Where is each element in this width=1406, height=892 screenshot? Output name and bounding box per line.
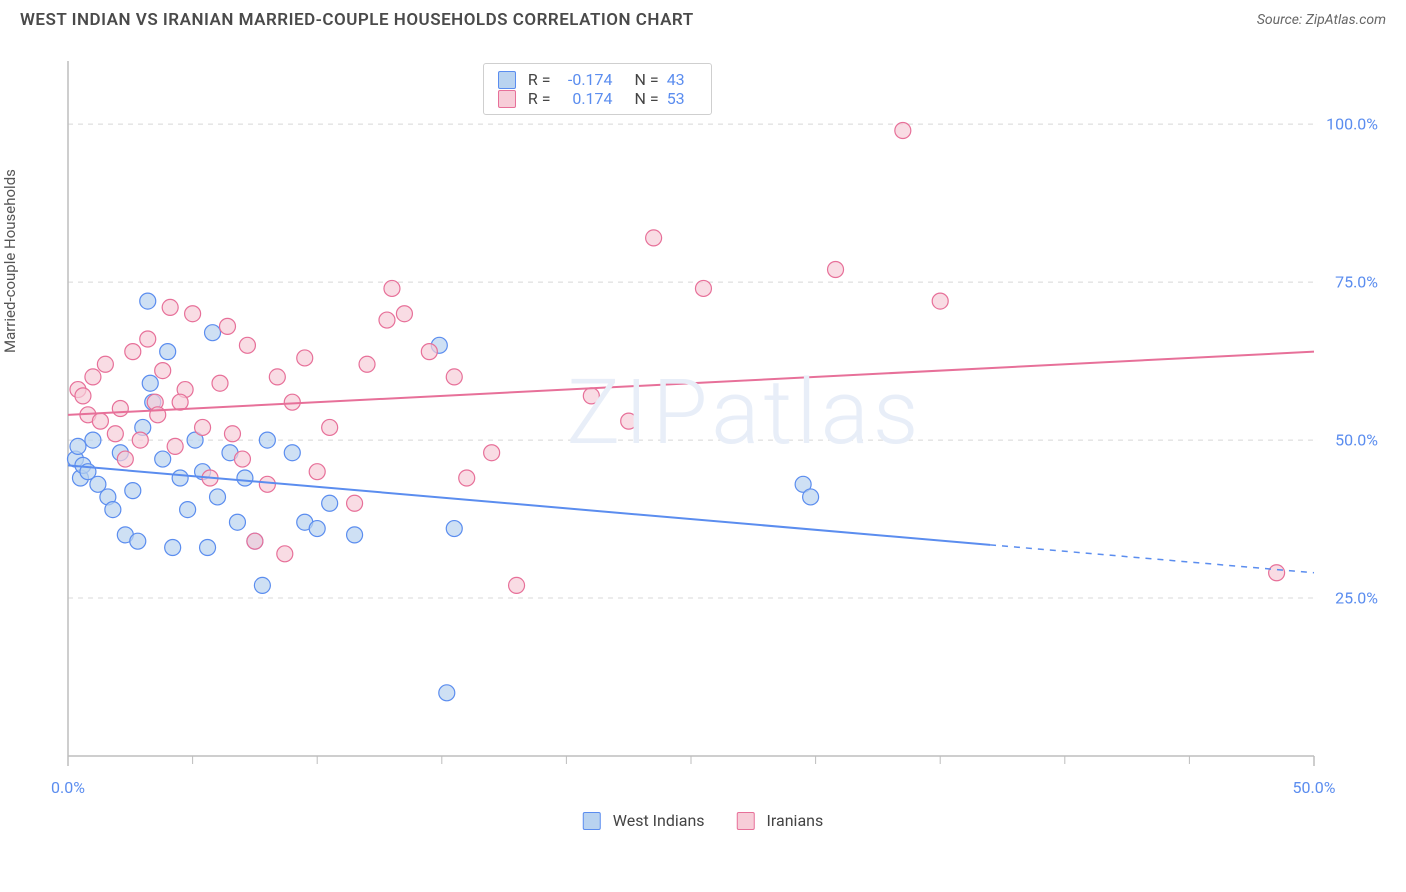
stat-r-label: R =	[528, 70, 551, 89]
correlation-chart: Married-couple Households ZIPatlas R = -…	[20, 36, 1386, 836]
stat-r-value: -0.174	[559, 70, 613, 89]
series-swatch	[737, 812, 755, 830]
stat-n-label: N =	[635, 89, 659, 108]
y-tick-label: 100.0%	[1326, 115, 1378, 134]
y-tick-label: 50.0%	[1335, 431, 1378, 450]
stat-n-label: N =	[635, 70, 659, 89]
stat-r-label: R =	[528, 89, 551, 108]
page-title: WEST INDIAN VS IRANIAN MARRIED-COUPLE HO…	[20, 10, 694, 30]
source-label: Source: ZipAtlas.com	[1257, 12, 1386, 28]
stats-row: R = 0.174 N = 53	[498, 89, 697, 108]
legend-label: Iranians	[767, 811, 824, 830]
series-swatch	[583, 812, 601, 830]
x-tick-label: 50.0%	[1293, 778, 1336, 797]
stat-r-value: 0.174	[559, 89, 613, 108]
legend-item: Iranians	[737, 811, 824, 830]
y-axis-label: Married-couple Households	[1, 169, 19, 353]
stat-n-value: 43	[667, 70, 697, 89]
bottom-legend: West Indians Iranians	[583, 811, 823, 830]
x-tick-label: 0.0%	[51, 778, 85, 797]
y-tick-label: 75.0%	[1335, 273, 1378, 292]
stats-row: R = -0.174 N = 43	[498, 70, 697, 89]
legend-label: West Indians	[613, 811, 705, 830]
stats-legend-box: R = -0.174 N = 43 R = 0.174 N = 53	[483, 63, 712, 115]
stat-n-value: 53	[667, 89, 697, 108]
legend-item: West Indians	[583, 811, 705, 830]
chart-canvas	[20, 36, 1386, 836]
series-swatch	[498, 90, 516, 108]
y-tick-label: 25.0%	[1335, 589, 1378, 608]
series-swatch	[498, 71, 516, 89]
